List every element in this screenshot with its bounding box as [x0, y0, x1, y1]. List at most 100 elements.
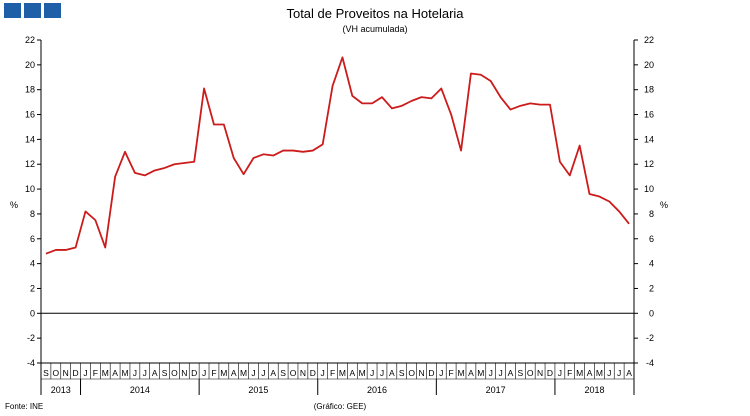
- logo-block-3: [44, 3, 61, 18]
- x-tick-label: M: [240, 368, 247, 378]
- x-tick-label: A: [468, 368, 474, 378]
- x-tick-label: J: [380, 368, 384, 378]
- x-tick-label: A: [389, 368, 395, 378]
- x-tick-label: A: [112, 368, 118, 378]
- y-tick-label-left: -4: [27, 358, 35, 368]
- y-tick-label-right: 18: [644, 85, 654, 95]
- x-tick-label: S: [280, 368, 286, 378]
- x-tick-label: J: [617, 368, 621, 378]
- y-tick-label-left: 2: [30, 283, 35, 293]
- x-tick-label: J: [83, 368, 87, 378]
- y-tick-label-right: 8: [649, 209, 654, 219]
- year-label: 2014: [130, 385, 150, 395]
- y-tick-label-left: 8: [30, 209, 35, 219]
- x-tick-label: S: [518, 368, 524, 378]
- year-label: 2017: [486, 385, 506, 395]
- x-tick-label: M: [596, 368, 603, 378]
- year-label: 2016: [367, 385, 387, 395]
- x-tick-label: F: [211, 368, 216, 378]
- x-tick-label: J: [370, 368, 374, 378]
- x-tick-label: J: [202, 368, 206, 378]
- x-tick-label: M: [359, 368, 366, 378]
- x-tick-label: J: [261, 368, 265, 378]
- chart-axes: [40, 40, 635, 395]
- x-tick-label: S: [162, 368, 168, 378]
- y-tick-label-right: -4: [646, 358, 654, 368]
- x-tick-label: A: [152, 368, 158, 378]
- x-tick-label: N: [63, 368, 69, 378]
- x-tick-label: J: [321, 368, 325, 378]
- x-tick-label: D: [428, 368, 434, 378]
- y-tick-label-left: 4: [30, 259, 35, 269]
- logo-block-1: [4, 3, 21, 18]
- x-tick-label: M: [220, 368, 227, 378]
- x-tick-label: J: [251, 368, 255, 378]
- x-tick-label: O: [408, 368, 415, 378]
- x-tick-label: O: [290, 368, 297, 378]
- y-axis-label-left: %: [10, 200, 18, 210]
- x-tick-label: N: [537, 368, 543, 378]
- series-line: [45, 56, 630, 255]
- x-tick-label: D: [547, 368, 553, 378]
- x-tick-label: M: [121, 368, 128, 378]
- y-axis-label-right: %: [660, 200, 668, 210]
- x-tick-label: D: [310, 368, 316, 378]
- x-tick-label: J: [607, 368, 611, 378]
- x-tick-label: J: [439, 368, 443, 378]
- x-tick-label: A: [270, 368, 276, 378]
- chart-subtitle: (VH acumulada): [342, 24, 408, 34]
- y-tick-label-right: -2: [646, 333, 654, 343]
- x-tick-label: S: [399, 368, 405, 378]
- x-tick-label: J: [489, 368, 493, 378]
- y-tick-label-left: 10: [25, 184, 35, 194]
- x-tick-label: F: [330, 368, 335, 378]
- y-tick-label-right: 16: [644, 110, 654, 120]
- x-tick-label: A: [626, 368, 632, 378]
- x-tick-label: A: [508, 368, 514, 378]
- x-tick-label: N: [300, 368, 306, 378]
- y-tick-label-right: 20: [644, 60, 654, 70]
- chart-title: Total de Proveitos na Hotelaria: [286, 6, 464, 21]
- y-tick-label-right: 2: [649, 283, 654, 293]
- y-tick-label-left: 12: [25, 159, 35, 169]
- y-tick-label-left: 16: [25, 110, 35, 120]
- gee-logo: [4, 3, 61, 18]
- year-label: 2015: [248, 385, 268, 395]
- y-tick-label-right: 6: [649, 234, 654, 244]
- x-tick-label: F: [567, 368, 572, 378]
- x-tick-label: A: [587, 368, 593, 378]
- x-axis-years: 2013 2014 2015 2016 2017 2018: [51, 379, 604, 395]
- x-tick-label: J: [143, 368, 147, 378]
- x-tick-label: S: [43, 368, 49, 378]
- x-tick-label: N: [418, 368, 424, 378]
- y-tick-label-right: 0: [649, 308, 654, 318]
- y-tick-label-left: 14: [25, 134, 35, 144]
- year-label: 2013: [51, 385, 71, 395]
- x-tick-label: J: [133, 368, 137, 378]
- x-tick-label: J: [558, 368, 562, 378]
- x-tick-label: N: [181, 368, 187, 378]
- logo-block-2: [24, 3, 41, 18]
- y-tick-label-left: -2: [27, 333, 35, 343]
- credit-note: (Gráfico: GEE): [313, 402, 367, 411]
- y-tick-label-left: 22: [25, 35, 35, 45]
- y-tick-label-right: 12: [644, 159, 654, 169]
- x-tick-label: M: [477, 368, 484, 378]
- y-tick-label-left: 0: [30, 308, 35, 318]
- x-tick-label: M: [457, 368, 464, 378]
- series-layer: [45, 56, 630, 255]
- x-tick-label: M: [339, 368, 346, 378]
- source-note: Fonte: INE: [5, 402, 44, 411]
- year-label: 2018: [584, 385, 604, 395]
- y-tick-label-right: 14: [644, 134, 654, 144]
- y-tick-label-left: 6: [30, 234, 35, 244]
- x-tick-label: O: [527, 368, 534, 378]
- x-tick-label: D: [73, 368, 79, 378]
- x-tick-label: M: [576, 368, 583, 378]
- y-tick-label-right: 22: [644, 35, 654, 45]
- y-tick-label-left: 20: [25, 60, 35, 70]
